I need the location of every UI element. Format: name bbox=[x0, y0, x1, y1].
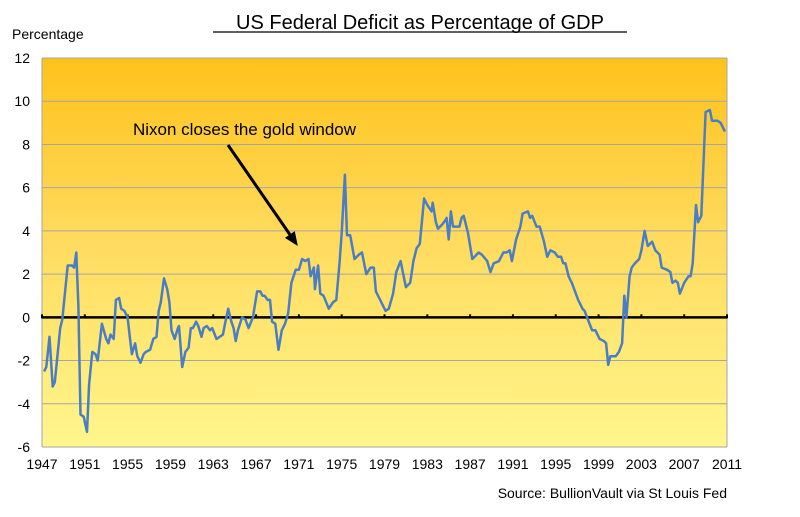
x-tick-label: 1983 bbox=[412, 456, 443, 472]
y-tick-label: -6 bbox=[18, 439, 31, 455]
x-tick-label: 1959 bbox=[155, 456, 186, 472]
chart-title: US Federal Deficit as Percentage of GDP bbox=[236, 12, 604, 34]
annotation-text: Nixon closes the gold window bbox=[133, 120, 357, 139]
source-text: Source: BullionVault via St Louis Fed bbox=[498, 485, 727, 501]
x-tick-labels: 1947 1951 1955 1959 1963 1967 1971 1975 1979 1983… bbox=[26, 456, 742, 472]
x-tick-label: 1971 bbox=[283, 456, 314, 472]
series-line-deficit bbox=[42, 108, 727, 434]
y-tick-labels: -6 -4 -2 0 2 4 6 8 10 12 bbox=[14, 50, 30, 455]
y-tick-label: 8 bbox=[22, 136, 30, 152]
arrow-head-icon bbox=[284, 231, 298, 247]
x-tick-label: 1951 bbox=[69, 456, 100, 472]
y-tick-label: 10 bbox=[14, 93, 30, 109]
y-tick-label: 4 bbox=[22, 223, 30, 239]
x-tick-label: 1963 bbox=[198, 456, 229, 472]
y-tick-label: 6 bbox=[22, 180, 30, 196]
annotation-arrow bbox=[226, 144, 298, 247]
y-tick-label: -2 bbox=[18, 353, 31, 369]
x-tick-label: 1987 bbox=[455, 456, 486, 472]
zero-axis bbox=[41, 314, 728, 319]
x-tick-label: 1991 bbox=[497, 456, 528, 472]
plot-area bbox=[42, 58, 727, 447]
y-tick-label: 0 bbox=[22, 309, 30, 325]
x-tick-label: 2003 bbox=[626, 456, 657, 472]
x-tick-label: 1999 bbox=[583, 456, 614, 472]
y-axis-label: Percentage bbox=[12, 26, 84, 42]
x-tick-label: 1955 bbox=[112, 456, 143, 472]
arrow-shaft bbox=[226, 144, 292, 236]
x-tick-label: 1967 bbox=[240, 456, 271, 472]
y-tick-label: 2 bbox=[22, 266, 30, 282]
y-tick-label: 12 bbox=[14, 50, 30, 66]
x-tick-label: 2011 bbox=[712, 456, 742, 472]
x-tick-label: 1979 bbox=[369, 456, 400, 472]
x-tick-label: 1947 bbox=[26, 456, 57, 472]
x-tick-label: 1995 bbox=[540, 456, 571, 472]
x-tick-label: 1975 bbox=[326, 456, 357, 472]
y-tick-label: -4 bbox=[18, 396, 31, 412]
x-tick-label: 2007 bbox=[669, 456, 700, 472]
gridlines bbox=[42, 57, 727, 448]
